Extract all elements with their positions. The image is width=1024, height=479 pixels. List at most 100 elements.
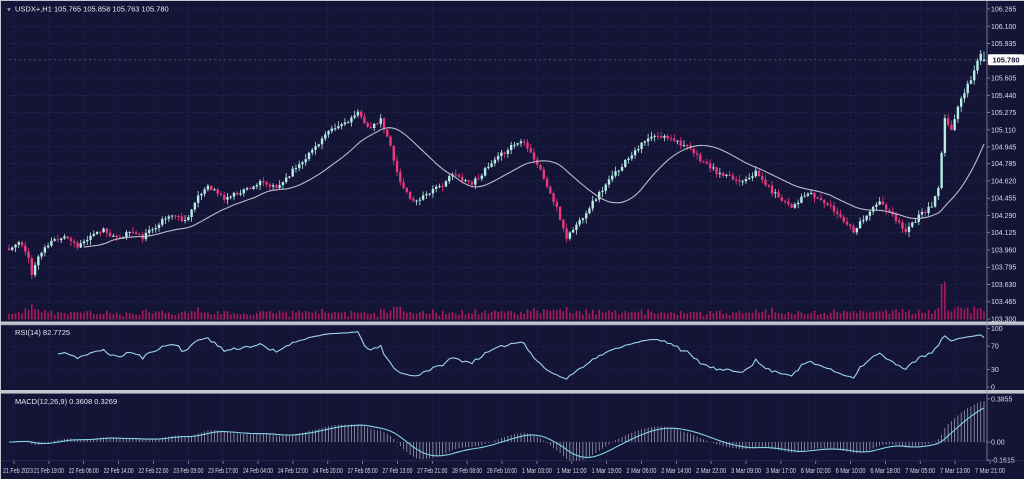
candle — [806, 193, 810, 196]
time-axis[interactable]: 21 Feb 2023 21 Feb 19:00 22 Feb 06:00 22 Fe… — [1, 460, 1024, 475]
axis-tick-label: 103.465 — [991, 299, 1016, 306]
volume-bar — [614, 310, 617, 320]
volume-bar — [888, 313, 891, 320]
volume-bar — [409, 311, 411, 320]
volume-bar — [288, 316, 291, 320]
candle — [731, 175, 735, 180]
candle — [604, 184, 607, 191]
candle — [76, 242, 79, 248]
volume-bar — [917, 309, 920, 320]
volume-bar — [14, 313, 17, 320]
volume-bar — [262, 311, 265, 320]
candle — [249, 188, 252, 190]
volume-bar — [657, 313, 659, 320]
candle — [907, 226, 911, 232]
volume-bar — [171, 314, 173, 320]
macd-signal-line — [9, 407, 985, 458]
candle — [219, 193, 223, 195]
candle — [728, 174, 731, 176]
candle — [796, 202, 800, 205]
volume-bar — [979, 307, 982, 320]
candle — [881, 201, 885, 205]
volume-bar — [611, 311, 614, 320]
volume-bar — [520, 311, 522, 320]
volume-bar — [419, 312, 421, 320]
candle — [14, 244, 17, 248]
volume-bar — [220, 314, 222, 320]
volume-bar — [174, 315, 177, 320]
current-price-value: 105.780 — [992, 56, 1019, 65]
volume-bar — [562, 311, 565, 320]
volume-bar — [366, 313, 369, 320]
time-axis-label: 27 Feb 05:00 — [348, 468, 378, 475]
candle — [307, 152, 311, 160]
candle — [376, 123, 379, 125]
volume-bar — [383, 309, 385, 320]
candle — [607, 179, 611, 185]
candle — [7, 248, 11, 250]
volume-bar — [497, 311, 499, 320]
volume-bar — [96, 314, 98, 320]
volume-bar — [983, 311, 985, 320]
candle — [11, 247, 14, 250]
volume-bar — [947, 310, 949, 320]
volume-bar — [327, 313, 330, 320]
volume-bar — [966, 307, 969, 320]
volume-bar — [637, 312, 640, 320]
candle — [526, 142, 529, 149]
candle — [718, 172, 722, 174]
candle — [640, 142, 643, 150]
volume-bar — [24, 308, 27, 320]
candle — [382, 118, 386, 130]
volume-bar — [608, 310, 610, 320]
candle — [118, 237, 122, 239]
candle — [216, 189, 219, 194]
candle — [448, 176, 451, 182]
candle — [979, 53, 982, 61]
candle — [154, 227, 157, 230]
candle — [666, 135, 669, 139]
volume-bar — [627, 312, 630, 320]
volume-bar — [285, 311, 287, 320]
candle — [157, 224, 161, 228]
volume-bar — [696, 312, 698, 320]
candle — [761, 176, 764, 180]
candle — [464, 180, 467, 182]
candle — [53, 239, 56, 241]
time-axis-label: 21 Feb 2023 — [3, 468, 33, 475]
time-axis-label: 2 Mar 14:00 — [661, 468, 691, 475]
candle — [878, 201, 881, 205]
volume-bar — [386, 313, 389, 320]
volume-bar — [556, 310, 558, 320]
volume-bar — [213, 314, 216, 320]
volume-bar — [957, 306, 959, 320]
candle — [601, 190, 604, 193]
candle — [271, 185, 275, 187]
volume-bar — [666, 313, 669, 320]
volume-bar — [901, 308, 904, 320]
volume-bar — [807, 313, 809, 320]
candle — [549, 186, 552, 194]
volume-bar — [911, 314, 914, 320]
candle — [803, 195, 806, 197]
candle — [871, 206, 875, 212]
candle — [862, 219, 865, 222]
price-axis[interactable]: 106.265106.100105.935105.770105.605105.4… — [986, 1, 1016, 465]
volume-bar — [937, 308, 940, 320]
axis-tick-label: 104.290 — [991, 213, 1016, 220]
volume-bar — [60, 312, 62, 320]
pane-separators[interactable] — [1, 321, 1024, 394]
volume-bar — [432, 309, 434, 320]
volume-bar — [970, 313, 972, 320]
volume-bar — [582, 314, 584, 320]
volume-bar — [412, 313, 415, 320]
candle — [646, 138, 650, 142]
volume-bar — [761, 311, 764, 320]
candle — [428, 193, 431, 195]
volume-bar — [523, 314, 526, 320]
volume-bar — [924, 313, 927, 320]
candle — [513, 144, 516, 146]
volume-bar — [246, 314, 248, 320]
candle — [940, 152, 943, 188]
